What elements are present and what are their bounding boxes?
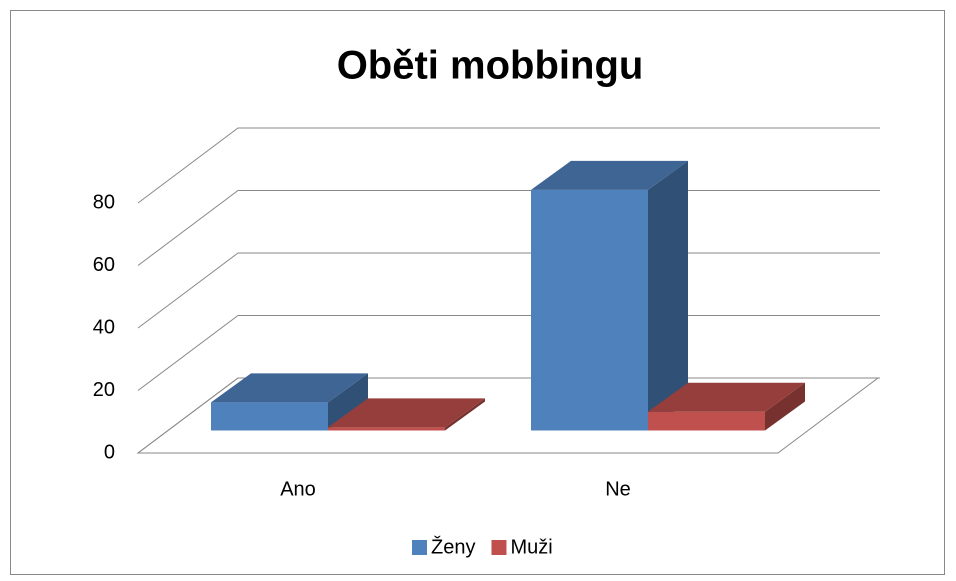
bar-side	[648, 160, 688, 431]
bar-side	[445, 398, 485, 431]
y-tick-label: 20	[93, 379, 115, 401]
bar-front	[531, 189, 648, 431]
bar-top	[211, 373, 368, 403]
x-tick-label: Ne	[605, 478, 631, 500]
bar-front	[211, 402, 328, 431]
bar-top	[531, 160, 688, 190]
bar-side	[765, 382, 805, 431]
legend-label: Muži	[510, 536, 552, 558]
legend-label: Ženy	[431, 535, 475, 558]
legend-swatch	[412, 540, 427, 555]
grid-line	[137, 127, 880, 204]
bar-front	[648, 411, 765, 431]
y-tick-label: 40	[93, 316, 115, 338]
bar-side	[328, 373, 368, 431]
bar-top	[648, 382, 805, 412]
y-tick-label: 60	[93, 254, 115, 276]
chart-title: Oběti mobbingu	[337, 44, 644, 88]
bar-front	[328, 427, 445, 431]
y-tick-label: 0	[104, 441, 115, 463]
x-tick-label: Ano	[280, 478, 316, 500]
chart-frame	[10, 10, 945, 575]
legend-swatch	[491, 540, 507, 555]
y-tick-label: 80	[93, 191, 115, 213]
bar-top	[328, 398, 485, 428]
